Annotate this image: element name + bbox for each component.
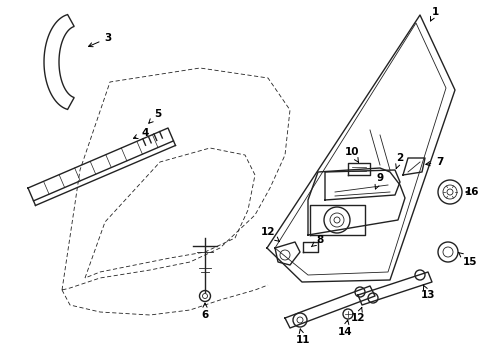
Text: 12: 12: [260, 227, 279, 242]
Text: 16: 16: [464, 187, 478, 197]
Text: 10: 10: [344, 147, 359, 162]
Text: 6: 6: [201, 303, 208, 320]
Text: 5: 5: [148, 109, 162, 123]
Text: 7: 7: [425, 157, 443, 167]
Text: 15: 15: [458, 252, 476, 267]
Text: 9: 9: [374, 173, 383, 189]
Text: 12: 12: [350, 307, 365, 323]
Text: 14: 14: [337, 320, 351, 337]
Text: 3: 3: [88, 33, 111, 47]
Text: 13: 13: [420, 285, 434, 300]
Text: 8: 8: [311, 235, 323, 247]
Text: 4: 4: [133, 128, 148, 139]
Text: 2: 2: [395, 153, 403, 168]
Text: 11: 11: [295, 329, 309, 345]
Text: 1: 1: [429, 7, 438, 21]
